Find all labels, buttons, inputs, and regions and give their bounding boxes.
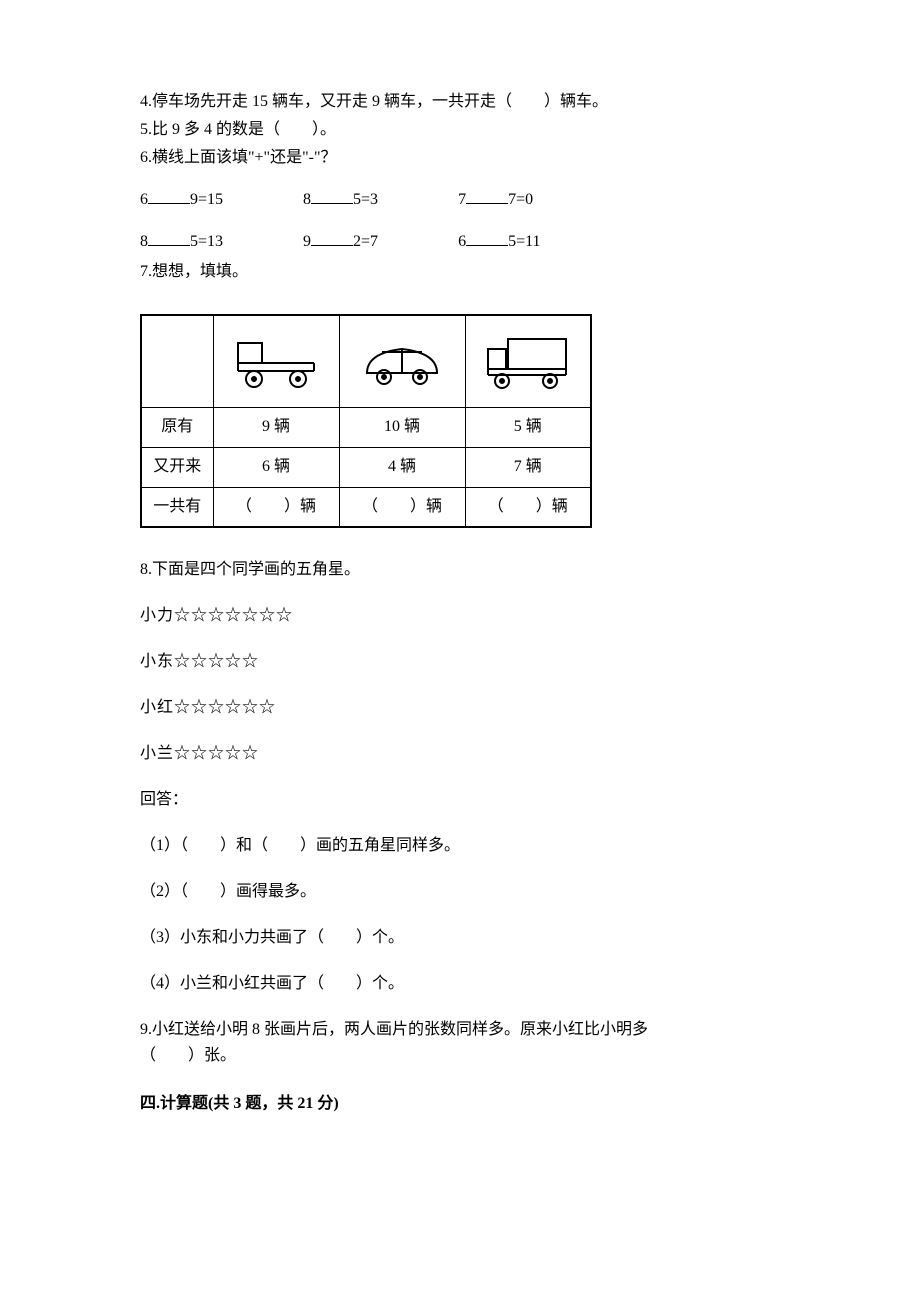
table-corner — [141, 315, 213, 407]
stars-line-1: 小力☆☆☆☆☆☆☆ — [140, 604, 780, 628]
cell-r2-v2: 4 辆 — [339, 447, 465, 487]
equation-row-1: 6 9=15 8 5=3 7 7=0 — [140, 188, 780, 212]
stars-line-2: 小东☆☆☆☆☆ — [140, 650, 780, 674]
equation-1c: 7 7=0 — [458, 188, 533, 212]
answer-label: 回答： — [140, 788, 780, 812]
cell-r3-v2[interactable]: （ ）辆 — [339, 487, 465, 527]
stars-line-4: 小兰☆☆☆☆☆ — [140, 742, 780, 766]
eq-1b-left: 8 — [303, 191, 311, 208]
equation-2a: 8 5=13 — [140, 230, 223, 254]
cell-r1-v2: 10 辆 — [339, 407, 465, 447]
question-5: 5.比 9 多 4 的数是（ ）。 — [140, 118, 780, 142]
equation-1b: 8 5=3 — [303, 188, 378, 212]
box-truck-icon — [478, 331, 578, 391]
stars-line-3: 小红☆☆☆☆☆☆ — [140, 696, 780, 720]
eq-1b-right: 5=3 — [353, 191, 378, 208]
question-7: 7.想想，填填。 — [140, 260, 780, 284]
sub-question-4: （4）小兰和小红共画了（ ）个。 — [140, 972, 780, 996]
equation-1a: 6 9=15 — [140, 188, 223, 212]
question-8: 8.下面是四个同学画的五角星。 — [140, 558, 780, 582]
blank-1a[interactable] — [148, 188, 190, 204]
vehicle-table: 原有 9 辆 10 辆 5 辆 又开来 6 辆 4 辆 7 辆 一共有 （ ）辆… — [140, 314, 592, 528]
eq-1c-right: 7=0 — [508, 191, 533, 208]
vehicle-table-wrap: 原有 9 辆 10 辆 5 辆 又开来 6 辆 4 辆 7 辆 一共有 （ ）辆… — [140, 314, 780, 528]
sub-question-2: （2）（ ）画得最多。 — [140, 880, 780, 904]
eq-2a-right: 5=13 — [190, 233, 223, 250]
question-9-line2: （ ）张。 — [140, 1044, 780, 1068]
car-icon-cell — [339, 315, 465, 407]
blank-2c[interactable] — [466, 230, 508, 246]
equation-2b: 9 2=7 — [303, 230, 378, 254]
eq-2c-right: 5=11 — [508, 233, 540, 250]
row-label-original: 原有 — [141, 407, 213, 447]
blank-1c[interactable] — [466, 188, 508, 204]
box-truck-icon-cell — [465, 315, 591, 407]
eq-1c-left: 7 — [458, 191, 466, 208]
flatbed-truck-icon — [226, 331, 326, 391]
sub-question-1: （1）（ ）和（ ）画的五角星同样多。 — [140, 834, 780, 858]
equation-2c: 6 5=11 — [458, 230, 540, 254]
blank-2a[interactable] — [148, 230, 190, 246]
eq-2a-left: 8 — [140, 233, 148, 250]
eq-2b-left: 9 — [303, 233, 311, 250]
question-9-line1: 9.小红送给小明 8 张画片后，两人画片的张数同样多。原来小红比小明多 — [140, 1018, 780, 1042]
eq-1a-right: 9=15 — [190, 191, 223, 208]
row-label-arrived: 又开来 — [141, 447, 213, 487]
equation-row-2: 8 5=13 9 2=7 6 5=11 — [140, 230, 780, 254]
row-label-total: 一共有 — [141, 487, 213, 527]
blank-2b[interactable] — [311, 230, 353, 246]
cell-r3-v3[interactable]: （ ）辆 — [465, 487, 591, 527]
car-icon — [352, 331, 452, 391]
section-4-title: 四.计算题(共 3 题，共 21 分) — [140, 1092, 780, 1116]
eq-1a-left: 6 — [140, 191, 148, 208]
question-4: 4.停车场先开走 15 辆车，又开走 9 辆车，一共开走（ ）辆车。 — [140, 90, 780, 114]
truck-icon-cell — [213, 315, 339, 407]
cell-r2-v1: 6 辆 — [213, 447, 339, 487]
question-6: 6.横线上面该填"+"还是"-"？ — [140, 146, 780, 170]
cell-r3-v1[interactable]: （ ）辆 — [213, 487, 339, 527]
cell-r2-v3: 7 辆 — [465, 447, 591, 487]
eq-2c-left: 6 — [458, 233, 466, 250]
blank-1b[interactable] — [311, 188, 353, 204]
cell-r1-v3: 5 辆 — [465, 407, 591, 447]
eq-2b-right: 2=7 — [353, 233, 378, 250]
sub-question-3: （3）小东和小力共画了（ ）个。 — [140, 926, 780, 950]
cell-r1-v1: 9 辆 — [213, 407, 339, 447]
